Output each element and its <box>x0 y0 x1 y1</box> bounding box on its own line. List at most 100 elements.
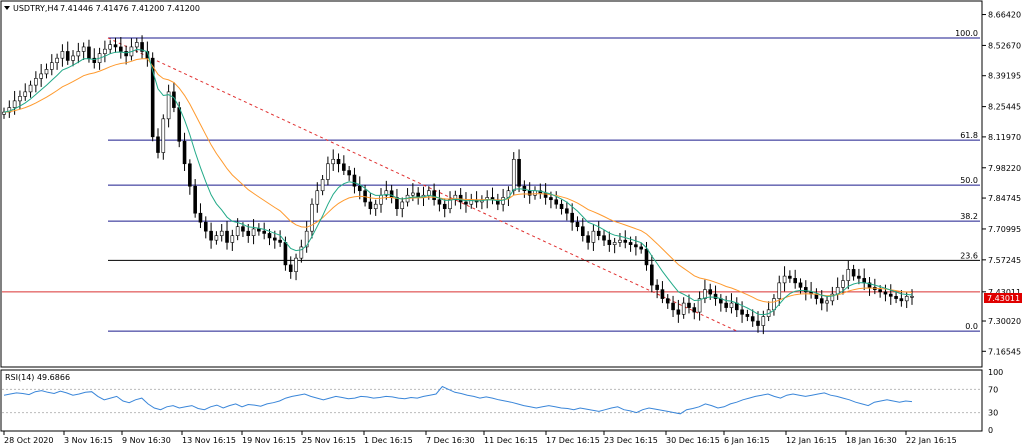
candle-body <box>44 69 49 75</box>
price-tick-label: 8.11970 <box>988 133 1021 142</box>
dropdown-triangle-icon[interactable] <box>4 6 10 10</box>
candle-body <box>772 298 776 311</box>
candle-body <box>336 158 341 165</box>
candle-body <box>650 264 654 286</box>
fib-level-label: 0.0 <box>965 322 978 331</box>
candle-body <box>851 269 856 277</box>
candle-body <box>788 275 792 279</box>
price-tick-label: 8.66420 <box>988 11 1021 20</box>
candle-body <box>660 289 665 299</box>
time-tick-label: 11 Dec 16:15 <box>484 436 538 445</box>
candle-body <box>241 226 245 232</box>
candle-body <box>453 194 458 201</box>
candle-body <box>156 136 160 153</box>
candle-body <box>235 226 240 236</box>
candle-body <box>756 320 760 326</box>
rsi-tick-label: 30 <box>988 409 998 418</box>
fib-level-label: 50.0 <box>960 176 978 185</box>
candle-body <box>214 235 219 241</box>
candle-body <box>793 278 797 284</box>
candle-body <box>442 203 447 210</box>
time-tick-label: 22 Jan 16:15 <box>906 436 957 445</box>
candle-body <box>294 257 298 272</box>
candle-body <box>819 298 824 304</box>
candle-body <box>225 230 229 243</box>
candle-body <box>326 163 330 180</box>
candle-body <box>591 230 596 243</box>
candle-body <box>804 287 808 293</box>
candle-body <box>894 296 898 299</box>
price-tick-label: 7.84745 <box>988 194 1021 203</box>
candle-body <box>203 221 208 232</box>
candle-body <box>411 192 415 196</box>
candle-body <box>426 190 431 196</box>
price-tick-label: 7.30020 <box>988 317 1021 326</box>
candle-body <box>108 44 112 50</box>
candle-body <box>331 158 336 165</box>
rsi-pane-border <box>0 369 983 432</box>
candle-body <box>310 203 314 232</box>
candle-body <box>28 84 33 93</box>
candle-body <box>517 158 521 187</box>
candle-body <box>182 141 187 165</box>
candle-body <box>76 51 81 57</box>
candle-body <box>65 51 70 61</box>
candle-body <box>230 235 235 243</box>
candle-body <box>665 298 670 304</box>
candle-body <box>857 275 861 279</box>
candle-body <box>464 201 468 205</box>
price-tick-label: 8.25445 <box>988 103 1021 112</box>
candle-body <box>357 185 362 192</box>
candle-body <box>745 314 750 317</box>
candle-body <box>124 51 128 57</box>
candle-body <box>559 203 564 210</box>
candle-body <box>522 185 527 192</box>
candle-body <box>533 190 537 196</box>
candle-body <box>368 201 373 210</box>
candle-body <box>278 239 282 243</box>
rsi-tick-label: 70 <box>988 385 998 394</box>
candle-body <box>448 199 452 210</box>
candle-body <box>188 163 192 187</box>
title-bar: USDTRY,H4 7.41446 7.41476 7.41200 7.4120… <box>4 4 200 13</box>
moving-average-slow <box>3 58 913 303</box>
price-tick-label: 7.16545 <box>988 347 1021 356</box>
symbol-label: USDTRY,H4 <box>13 4 59 13</box>
time-tick-label: 9 Nov 16:30 <box>122 436 171 445</box>
time-tick-label: 30 Dec 16:15 <box>666 436 720 445</box>
fib-level-label: 61.8 <box>960 131 978 140</box>
candle-body <box>697 298 702 313</box>
candle-body <box>623 239 628 243</box>
moving-average-fast <box>3 48 913 316</box>
price-tick-label: 7.70995 <box>988 225 1021 234</box>
candle-body <box>373 203 378 210</box>
candle-body <box>570 212 574 223</box>
rsi-axis: 100 70 30 0 <box>988 368 1003 435</box>
candle-body <box>867 282 872 288</box>
candle-body <box>87 46 91 59</box>
candle-body <box>782 275 787 284</box>
candlesticks <box>2 35 914 335</box>
candle-body <box>681 302 686 315</box>
candle-body <box>596 230 601 236</box>
candle-body <box>177 107 182 142</box>
candle-body <box>193 185 197 214</box>
candle-body <box>628 242 633 245</box>
price-tick-label: 8.39195 <box>988 72 1021 81</box>
candle-body <box>750 316 755 322</box>
candle-body <box>103 48 107 54</box>
time-tick-label: 7 Dec 16:30 <box>426 436 475 445</box>
rsi-tick-label: 100 <box>988 368 1003 377</box>
price-tick-label: 8.52670 <box>988 41 1021 50</box>
candle-body <box>899 298 904 302</box>
candle-body <box>304 230 309 248</box>
price-axis: 8.66420 8.52670 8.39195 8.25445 8.11970 7.982… <box>982 11 1021 356</box>
candle-body <box>878 289 882 293</box>
fib-level-label: 38.2 <box>960 212 978 221</box>
candle-body <box>575 221 580 227</box>
candle-body <box>883 291 888 295</box>
candle-body <box>437 199 442 205</box>
candle-body <box>347 170 351 176</box>
main-pane-border <box>0 0 983 368</box>
